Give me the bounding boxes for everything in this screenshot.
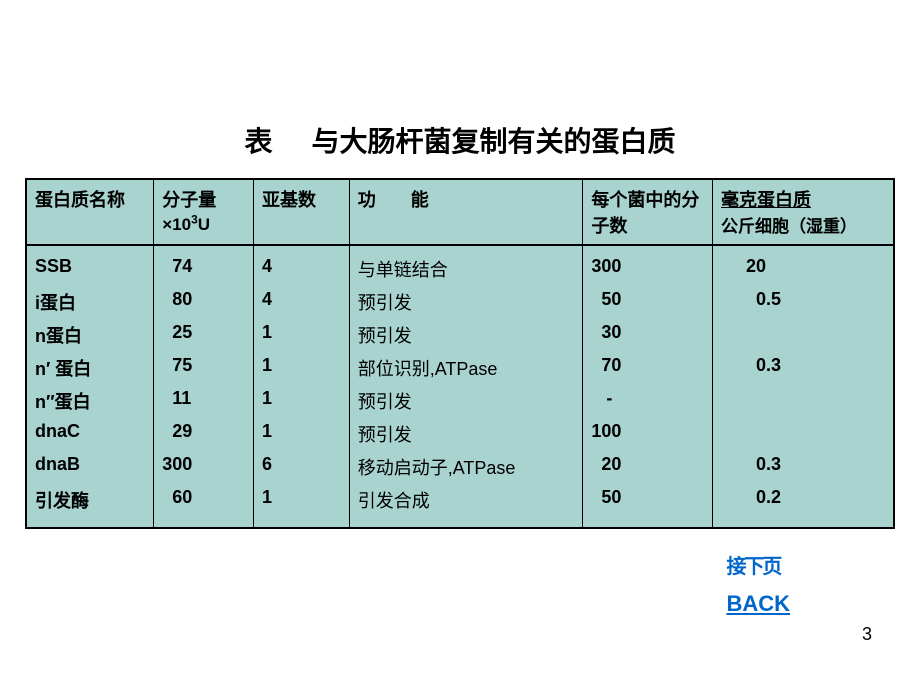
cell-name: dnaB xyxy=(26,450,154,483)
table-row: i蛋白 80 4 预引发 50 0.5 xyxy=(26,285,894,318)
cell-func: 预引发 xyxy=(349,384,583,417)
table-header-row: 蛋白质名称 分子量 ×103U 亚基数 功 能 每个菌中的分子数 毫克蛋白质 公… xyxy=(26,179,894,245)
table-row: 引发酶 60 1 引发合成 50 0.2 xyxy=(26,483,894,528)
cell-func: 预引发 xyxy=(349,417,583,450)
cell-mol: 20 xyxy=(583,450,713,483)
header-molecules: 每个菌中的分子数 xyxy=(583,179,713,245)
cell-mw: 300 xyxy=(154,450,254,483)
header-name: 蛋白质名称 xyxy=(26,179,154,245)
cell-sub: 1 xyxy=(254,351,350,384)
slide-title: 表 与大肠杆菌复制有关的蛋白质 xyxy=(0,0,920,178)
cell-mol: 50 xyxy=(583,285,713,318)
cell-mol: 30 xyxy=(583,318,713,351)
cell-sub: 1 xyxy=(254,384,350,417)
protein-table: 蛋白质名称 分子量 ×103U 亚基数 功 能 每个菌中的分子数 毫克蛋白质 公… xyxy=(25,178,895,529)
cell-func: 引发合成 xyxy=(349,483,583,528)
cell-mol: - xyxy=(583,384,713,417)
cell-func: 预引发 xyxy=(349,285,583,318)
cell-func: 与单链结合 xyxy=(349,245,583,285)
cell-mg xyxy=(712,417,894,450)
header-mg-protein: 毫克蛋白质 公斤细胞（湿重） xyxy=(712,179,894,245)
cell-name: n″蛋白 xyxy=(26,384,154,417)
cell-name: n′ 蛋白 xyxy=(26,351,154,384)
header-mg-line1: 毫克蛋白质 xyxy=(721,190,811,210)
table-row: SSB 74 4 与单链结合 300 20 xyxy=(26,245,894,285)
cell-mol: 100 xyxy=(583,417,713,450)
header-molecular-weight: 分子量 ×103U xyxy=(154,179,254,245)
cell-mol: 50 xyxy=(583,483,713,528)
cell-mw: 11 xyxy=(154,384,254,417)
cell-mw: 60 xyxy=(154,483,254,528)
table-body: SSB 74 4 与单链结合 300 20 i蛋白 80 4 预引发 50 0.… xyxy=(26,245,894,528)
cell-name: n蛋白 xyxy=(26,318,154,351)
header-mw-line2: ×103U xyxy=(162,215,210,234)
cell-mg: 0.3 xyxy=(712,351,894,384)
next-page-link[interactable]: 接下页 xyxy=(726,550,790,579)
cell-mw: 75 xyxy=(154,351,254,384)
cell-mw: 74 xyxy=(154,245,254,285)
cell-mg: 0.2 xyxy=(712,483,894,528)
cell-name: SSB xyxy=(26,245,154,285)
back-link[interactable]: BACK xyxy=(726,591,790,617)
cell-mol: 300 xyxy=(583,245,713,285)
table-row: dnaC 29 1 预引发 100 xyxy=(26,417,894,450)
table-row: n蛋白 25 1 预引发 30 xyxy=(26,318,894,351)
cell-mg xyxy=(712,384,894,417)
table-row: n″蛋白 11 1 预引发 - xyxy=(26,384,894,417)
navigation-links: 接下页 BACK xyxy=(726,550,790,617)
table-row: n′ 蛋白 75 1 部位识别,ATPase 70 0.3 xyxy=(26,351,894,384)
header-function: 功 能 xyxy=(349,179,583,245)
cell-name: 引发酶 xyxy=(26,483,154,528)
cell-name: dnaC xyxy=(26,417,154,450)
header-subunits: 亚基数 xyxy=(254,179,350,245)
cell-sub: 1 xyxy=(254,417,350,450)
page-number: 3 xyxy=(862,624,872,645)
cell-func: 移动启动子,ATPase xyxy=(349,450,583,483)
cell-sub: 6 xyxy=(254,450,350,483)
cell-mw: 29 xyxy=(154,417,254,450)
cell-mw: 25 xyxy=(154,318,254,351)
cell-sub: 1 xyxy=(254,318,350,351)
cell-mol: 70 xyxy=(583,351,713,384)
cell-mw: 80 xyxy=(154,285,254,318)
cell-func: 预引发 xyxy=(349,318,583,351)
header-mg-line2: 公斤细胞（湿重） xyxy=(721,217,857,236)
cell-sub: 4 xyxy=(254,245,350,285)
cell-mg: 20 xyxy=(712,245,894,285)
cell-mg: 0.5 xyxy=(712,285,894,318)
cell-mg xyxy=(712,318,894,351)
cell-func: 部位识别,ATPase xyxy=(349,351,583,384)
cell-name: i蛋白 xyxy=(26,285,154,318)
cell-mg: 0.3 xyxy=(712,450,894,483)
cell-sub: 1 xyxy=(254,483,350,528)
cell-sub: 4 xyxy=(254,285,350,318)
header-mw-line1: 分子量 xyxy=(162,190,216,210)
table-row: dnaB 300 6 移动启动子,ATPase 20 0.3 xyxy=(26,450,894,483)
